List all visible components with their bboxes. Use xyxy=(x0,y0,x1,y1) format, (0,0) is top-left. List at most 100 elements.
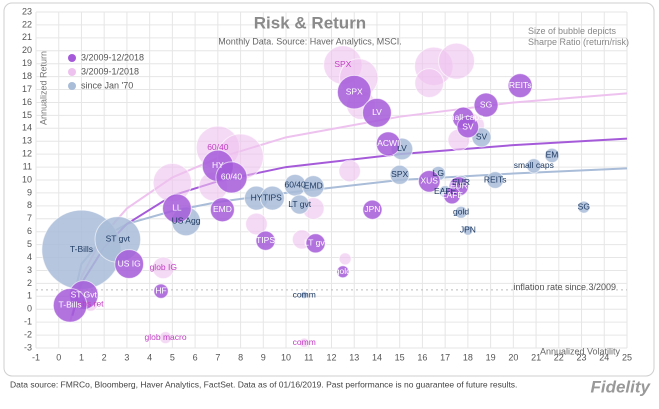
bubble xyxy=(544,147,560,164)
bubble xyxy=(362,97,392,128)
chart-title: Risk & Return xyxy=(254,13,366,32)
bubble xyxy=(443,186,461,205)
bubble-label: LV xyxy=(372,107,382,117)
x-tick-label: 0 xyxy=(56,352,61,362)
size-note-box: Size of bubble depicts Sharpe Ratio (ret… xyxy=(528,26,629,47)
y-tick-label: -2 xyxy=(24,329,32,339)
bubble-label: small caps xyxy=(514,160,554,170)
bubble-label: EAFE xyxy=(441,190,464,200)
bubble xyxy=(454,205,468,219)
footer: Data source: FMRCo, Bloomberg, Haver Ana… xyxy=(10,379,517,389)
bubble-label: ACWI xyxy=(377,138,399,148)
bubble-label: glob macro xyxy=(145,332,187,342)
x-tick-label: 4 xyxy=(147,352,152,362)
x-tick-label: 23 xyxy=(577,352,587,362)
bubble-label: SPX xyxy=(391,169,408,179)
bubble-label: HF xyxy=(155,285,166,295)
bubble-label: REITs xyxy=(509,80,532,90)
bubble-label: EM xyxy=(546,150,559,160)
bubble xyxy=(336,265,350,279)
bubble-label: LG xyxy=(433,168,444,178)
bubble-label: REITs xyxy=(484,174,507,184)
x-tick-label: 5 xyxy=(170,352,175,362)
legend-label: 3/2009-1/2018 xyxy=(81,66,139,76)
bubble-label: small caps xyxy=(443,112,483,122)
legend-marker xyxy=(68,68,76,76)
bubble xyxy=(162,193,192,224)
bubble xyxy=(486,171,505,189)
x-tick-label: 20 xyxy=(508,352,518,362)
bubble-label: EMD xyxy=(304,181,323,191)
bubble-label: EAFE xyxy=(434,186,457,196)
bubble-label: SV xyxy=(476,132,488,142)
bubble-label: comm xyxy=(293,337,316,347)
bubble-label: US IG xyxy=(118,258,141,268)
y-tick-label: 6 xyxy=(27,226,32,236)
bubble xyxy=(338,252,352,266)
bubble xyxy=(52,288,88,323)
x-tick-label: 14 xyxy=(372,352,382,362)
y-tick-label: 13 xyxy=(22,136,32,146)
y-tick-label: 1 xyxy=(27,291,32,301)
bubble-label: SV xyxy=(462,121,474,131)
bubble xyxy=(153,283,169,299)
bubble-label: 60/40 xyxy=(207,142,229,152)
bubble-label: JPN xyxy=(460,225,476,235)
x-tick-label: 21 xyxy=(531,352,541,362)
bubble xyxy=(336,74,372,110)
bubble xyxy=(526,158,542,174)
x-tick-label: 2 xyxy=(102,352,107,362)
bubble-label: 60/40 xyxy=(221,172,243,182)
x-tick-label: 1 xyxy=(79,352,84,362)
bubble xyxy=(305,233,326,254)
y-tick-label: 3 xyxy=(27,265,32,275)
bubble-label: US Agg xyxy=(172,216,201,226)
bubble xyxy=(300,290,309,300)
bubble xyxy=(462,225,474,236)
y-tick-label: 5 xyxy=(27,239,32,249)
bubble xyxy=(215,161,248,194)
y-tick-label: 21 xyxy=(22,32,32,42)
y-tick-label: 23 xyxy=(22,6,32,16)
y-tick-label: 8 xyxy=(27,200,32,210)
bubble xyxy=(389,164,410,185)
y-tick-label: 9 xyxy=(27,187,32,197)
bubble-label: SG xyxy=(480,99,492,109)
bubble xyxy=(362,199,383,220)
x-axis-label: Annualized Volatility xyxy=(540,346,621,356)
legend-label: since Jan '70 xyxy=(81,80,133,90)
bubble-label: SPX xyxy=(334,59,351,69)
bubble xyxy=(414,68,445,98)
bubble xyxy=(438,42,476,80)
bubble-label: TIPS xyxy=(256,235,275,245)
bubble-label: LV xyxy=(397,143,407,153)
bubble-label: T-Bills xyxy=(70,244,93,254)
legend-marker xyxy=(68,82,76,90)
bubble xyxy=(507,73,533,99)
bubble-label: ST gvt xyxy=(106,234,131,244)
bubble-label: SG xyxy=(578,201,590,211)
y-tick-label: -3 xyxy=(24,342,32,352)
bubble xyxy=(114,249,145,279)
annotation: inflation rate since 3/2009 xyxy=(513,282,616,292)
y-tick-label: 17 xyxy=(22,84,32,94)
x-tick-label: 8 xyxy=(238,352,243,362)
x-tick-label: 19 xyxy=(486,352,496,362)
bubble xyxy=(302,175,325,198)
bubble-label: EUR xyxy=(450,181,468,191)
y-tick-label: 4 xyxy=(27,252,32,262)
logo: Fidelity xyxy=(590,377,651,396)
bubble xyxy=(151,256,175,280)
bubble xyxy=(577,200,591,214)
x-tick-label: 12 xyxy=(326,352,336,362)
subtitle: Monthly Data. Source: Haver Analytics, M… xyxy=(218,36,402,46)
bubble-label: LT gvt xyxy=(304,238,327,248)
bubble-label: gold xyxy=(335,266,351,276)
bubble xyxy=(259,185,285,211)
bubble-label: EUR xyxy=(452,177,470,187)
y-axis-label: Annualized Return xyxy=(38,51,48,125)
x-tick-label: 15 xyxy=(395,352,405,362)
x-tick-label: 3 xyxy=(124,352,129,362)
bubble-label: LL xyxy=(172,203,182,213)
bubble xyxy=(298,337,310,349)
